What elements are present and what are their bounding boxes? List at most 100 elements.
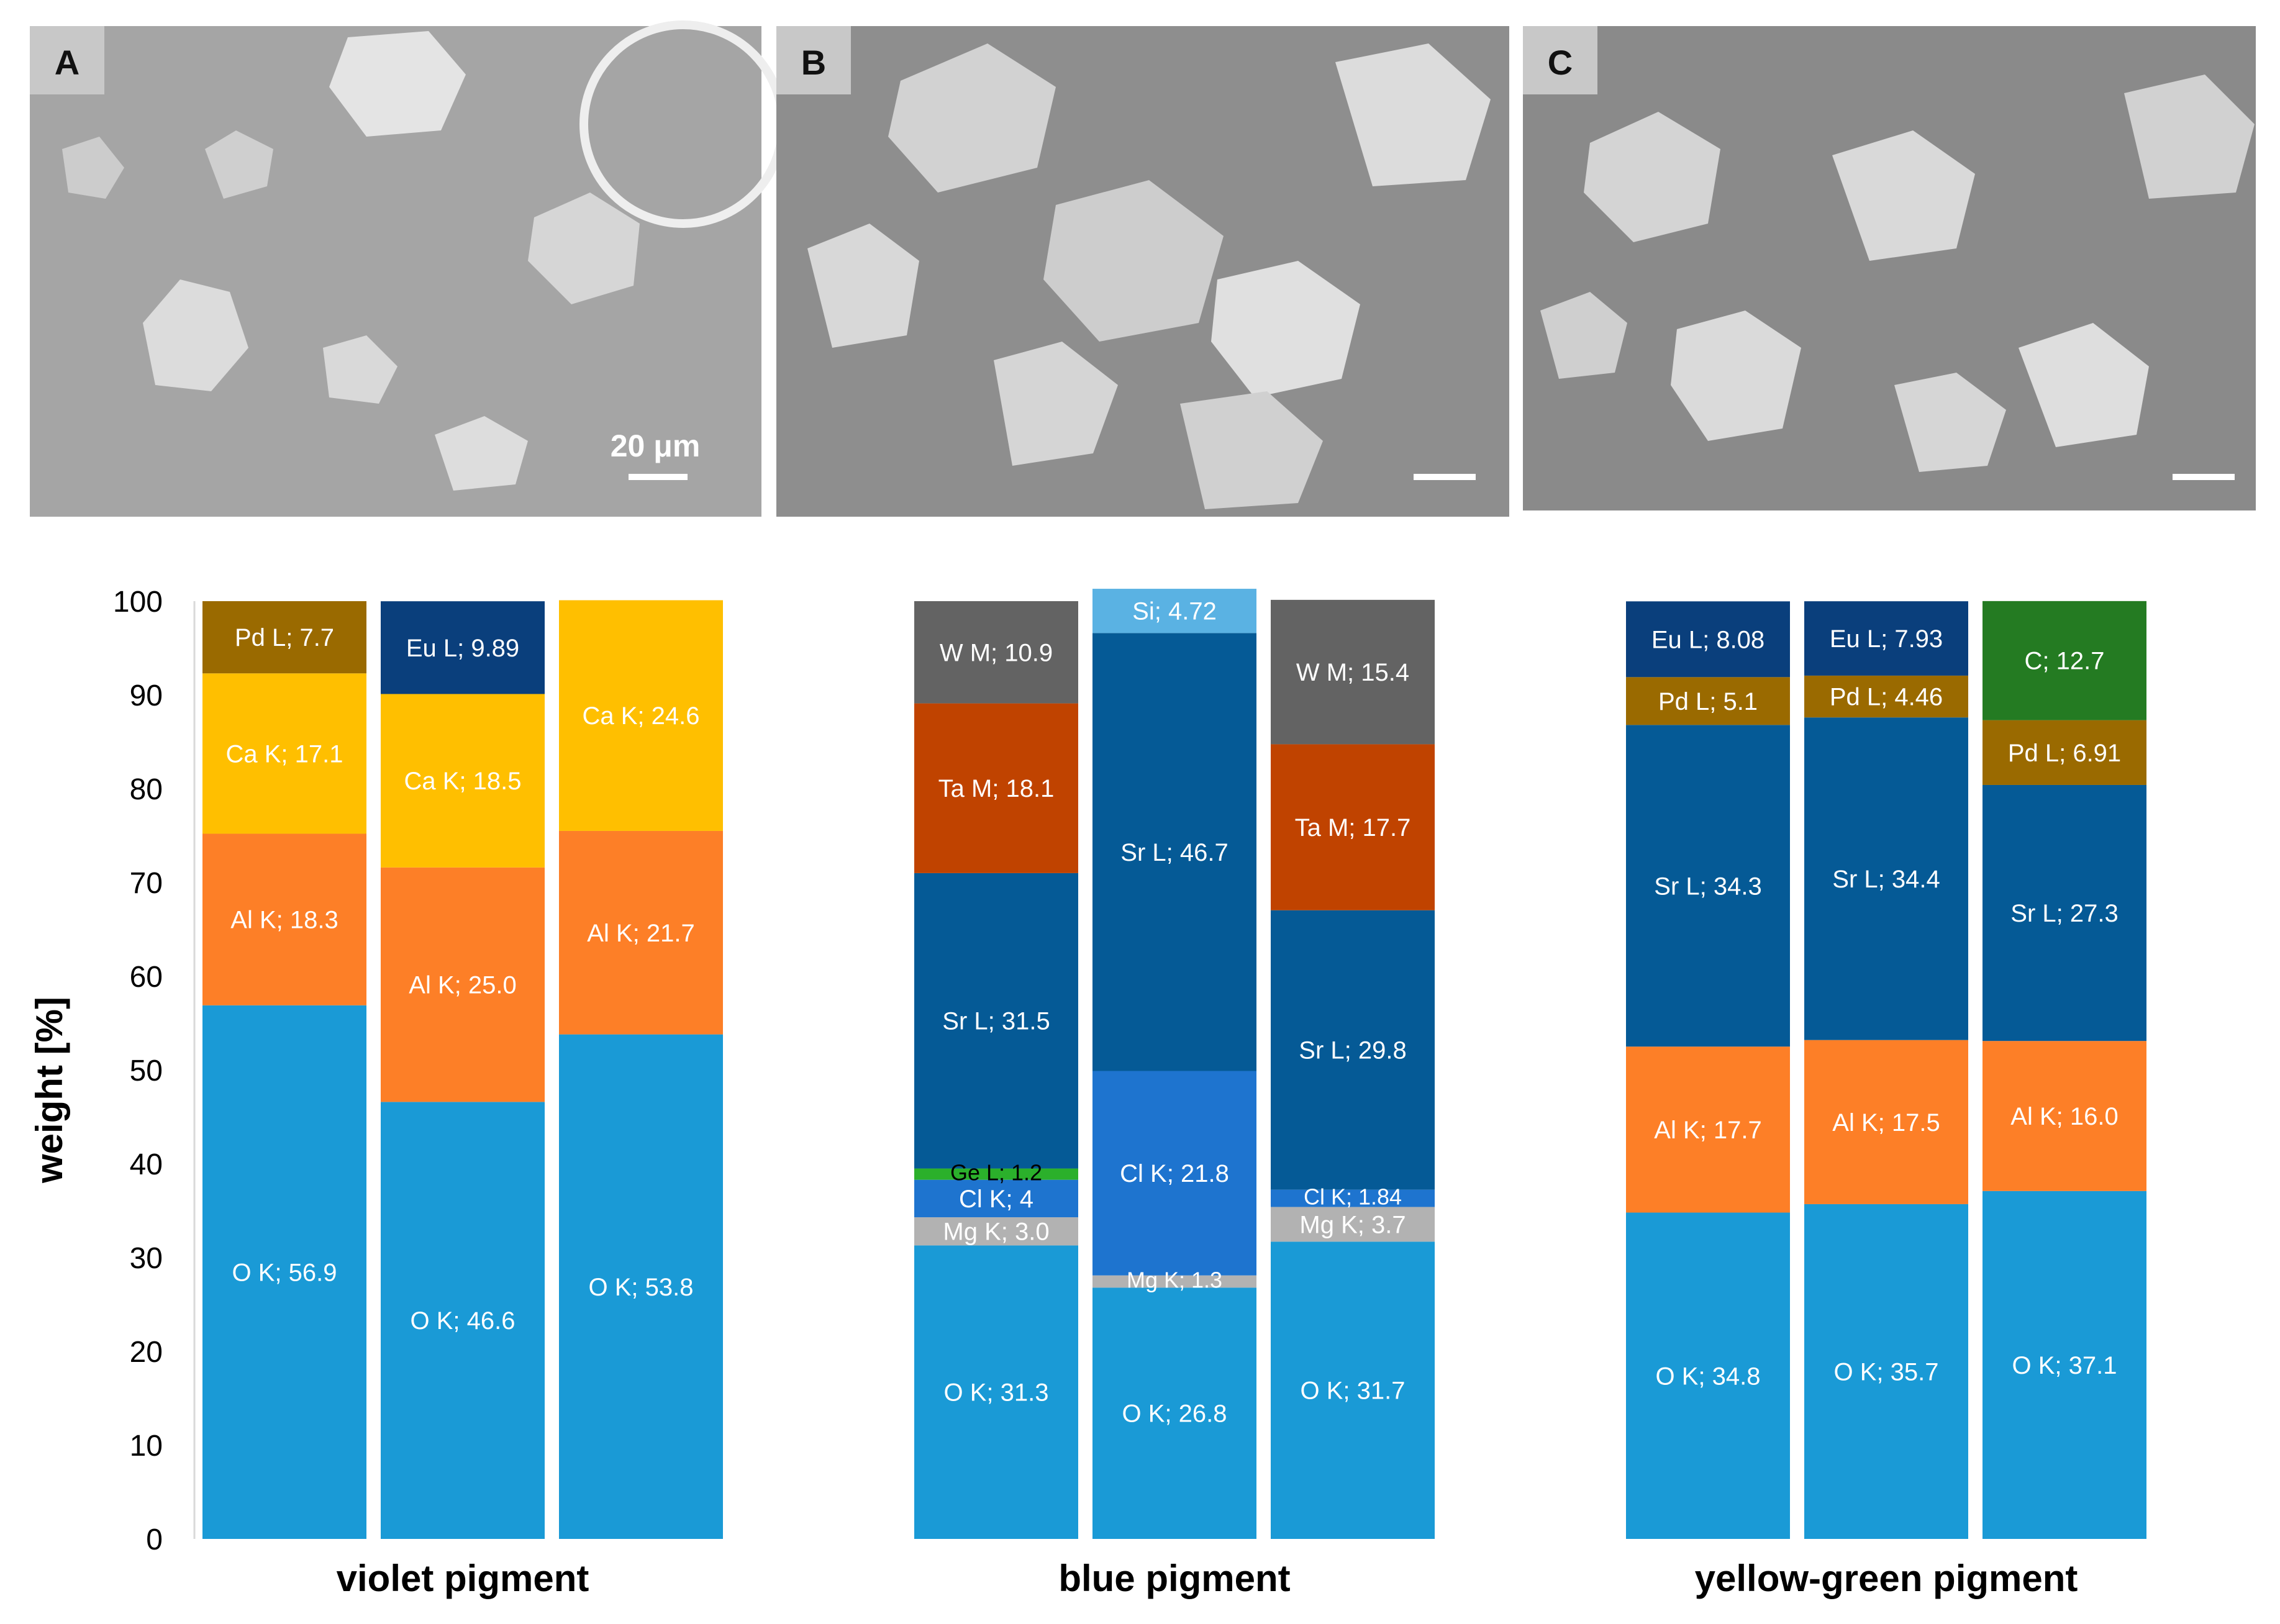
y-tick-label: 10	[130, 1430, 163, 1463]
data-label: Pd L; 7.7	[235, 624, 334, 651]
stacked-bar: O K; 56.9 Al K; 18.3 Ca K; 17.1 Pd L; 7.7	[202, 601, 366, 1539]
bar-segment	[1092, 1275, 1256, 1288]
group-label: violet pigment	[337, 1558, 589, 1599]
data-label: O K; 35.7	[1834, 1358, 1939, 1386]
bar-segment	[1626, 601, 1790, 678]
stacked-bar: O K; 31.3 Mg K; 3.0 Cl K; 4Ge L; 1.2 Sr L; …	[914, 601, 1078, 1539]
bar-group: O K; 31.3 Mg K; 3.0 Cl K; 4Ge L; 1.2 Sr L; …	[914, 589, 1435, 1599]
stacked-bar-chart: 0 10 20 30 40 50 60 70 80 90 100 weight [%] O K; 5…	[29, 586, 2146, 1599]
data-label: O K; 53.8	[589, 1274, 694, 1301]
data-label: Eu L; 8.08	[1651, 626, 1765, 653]
data-label: Al K; 25.0	[409, 972, 516, 999]
data-label: O K; 31.7	[1301, 1377, 1406, 1405]
bar-segment	[1804, 1204, 1968, 1539]
y-tick-label: 70	[130, 867, 163, 900]
particle	[1335, 43, 1491, 186]
bar-segment	[559, 600, 723, 831]
bar-segment	[1271, 1241, 1435, 1539]
bar-segment	[1626, 1046, 1790, 1213]
sem-micrograph-panels: A 20 μm B	[30, 20, 2256, 517]
bar-segment	[1804, 675, 1968, 718]
particle	[1211, 261, 1360, 397]
panel-label-box-a	[30, 26, 104, 94]
bar-group: O K; 56.9Al K; 18.3Ca K; 17.1Pd L; 7.7O …	[202, 600, 723, 1599]
bar-segment	[381, 1102, 545, 1539]
bar-segment	[1271, 910, 1435, 1190]
bar-segment	[202, 673, 366, 834]
bar-segment	[202, 833, 366, 1005]
data-label: O K; 31.3	[944, 1379, 1049, 1407]
particle	[1894, 373, 2006, 472]
data-label: Pd L; 4.46	[1830, 684, 1943, 711]
bar-segment	[1271, 1189, 1435, 1207]
data-label: Ta M; 18.1	[938, 775, 1055, 802]
data-label: Cl K; 21.8	[1120, 1160, 1229, 1187]
stacked-bar: O K; 26.8 Mg K; 1.3 Cl K; 21.8 Sr L; 46.7 Si…	[1092, 589, 1256, 1539]
data-label: Si; 4.72	[1132, 598, 1217, 625]
bar-segment	[1271, 1207, 1435, 1242]
bar-segment	[1626, 677, 1790, 725]
bar-segment	[1983, 1191, 2146, 1539]
data-label: Sr L; 27.3	[2010, 900, 2118, 927]
stacked-bar: O K; 35.7 Al K; 17.5 Sr L; 34.4 Pd L; 4.46 E…	[1804, 601, 1968, 1539]
data-label: Sr L; 29.8	[1299, 1037, 1406, 1064]
bar-segment	[1271, 744, 1435, 910]
particle	[1043, 180, 1224, 342]
data-label: O K; 26.8	[1122, 1400, 1227, 1428]
data-label: Ta M; 17.7	[1295, 814, 1411, 841]
bar-segment	[1092, 633, 1256, 1071]
bar-segment	[559, 1034, 723, 1539]
y-tick-label: 100	[113, 586, 163, 619]
scale-bar-c	[2173, 474, 2235, 480]
panel-label-a: A	[55, 43, 79, 82]
scale-bar-a	[629, 474, 688, 480]
data-label: Al K; 21.7	[587, 920, 694, 947]
bar-segment	[914, 1245, 1078, 1539]
bar-segment	[1804, 601, 1968, 676]
bar-segment	[1092, 1287, 1256, 1539]
particle	[323, 335, 397, 404]
data-label: O K; 46.6	[411, 1307, 515, 1335]
particle	[2124, 75, 2255, 199]
bar-segment	[1804, 717, 1968, 1040]
data-label: Eu L; 7.93	[1830, 625, 1943, 653]
data-label: O K; 56.9	[232, 1259, 337, 1286]
data-label: Eu L; 9.89	[406, 635, 519, 662]
particle	[1540, 292, 1627, 379]
y-tick-label: 30	[130, 1242, 163, 1275]
data-label: Mg K; 3.7	[1299, 1211, 1406, 1238]
bar-segment	[1983, 1041, 2146, 1191]
y-axis: 0 10 20 30 40 50 60 70 80 90 100	[113, 586, 196, 1556]
data-label: Al K; 17.7	[1654, 1117, 1761, 1144]
data-label: W M; 15.4	[1296, 659, 1409, 686]
data-label: Cl K; 1.84	[1304, 1184, 1402, 1210]
bar-segment	[381, 867, 545, 1102]
particle-cluster-b	[807, 43, 1491, 509]
bar-groups: O K; 56.9Al K; 18.3Ca K; 17.1Pd L; 7.7O …	[202, 589, 2146, 1599]
bar-segment	[1271, 599, 1435, 745]
data-label: Cl K; 4	[959, 1186, 1033, 1213]
particle	[205, 130, 273, 199]
particle	[1832, 130, 1975, 261]
bar-segment	[914, 703, 1078, 873]
bar-segment	[1092, 589, 1256, 633]
data-label: Sr L; 31.5	[942, 1008, 1050, 1035]
data-label: Ca K; 17.1	[225, 740, 343, 768]
data-label: Sr L; 34.4	[1832, 866, 1940, 893]
bar-segment	[1092, 1071, 1256, 1276]
particle	[807, 224, 919, 348]
data-label: O K; 37.1	[2012, 1352, 2117, 1379]
bar-segment	[914, 601, 1078, 704]
data-label: Pd L; 5.1	[1658, 688, 1758, 715]
scale-bar-text-a: 20 μm	[611, 429, 701, 463]
particle	[1671, 311, 1801, 441]
stacked-bar: O K; 53.8 Al K; 21.7 Ca K; 24.6	[559, 600, 723, 1539]
scale-bar-b	[1414, 474, 1476, 480]
bar-group: O K; 34.8 Al K; 17.7 Sr L; 34.3 Pd L; 5.1 Eu…	[1626, 601, 2146, 1599]
data-label: C; 12.7	[2025, 648, 2105, 675]
particle	[888, 43, 1056, 193]
y-tick-label: 60	[130, 961, 163, 994]
bar-segment	[381, 601, 545, 694]
group-label: yellow-green pigment	[1695, 1558, 2078, 1599]
